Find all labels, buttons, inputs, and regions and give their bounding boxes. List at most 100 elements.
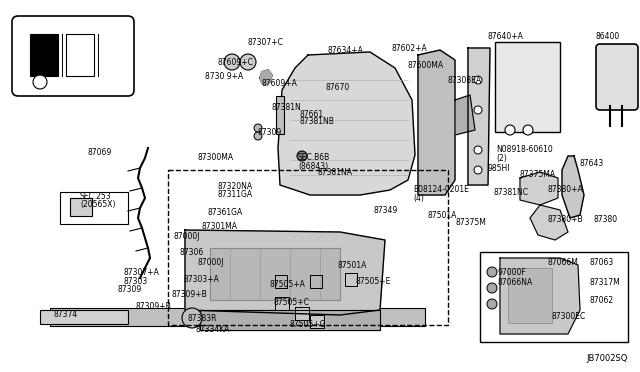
Circle shape (523, 125, 533, 135)
Polygon shape (530, 205, 568, 240)
Text: 87320NA: 87320NA (218, 182, 253, 191)
Text: 87317M: 87317M (590, 278, 621, 287)
Bar (495, 42, 560, 132)
Text: B08124-0201E: B08124-0201E (413, 185, 469, 194)
Text: 8730 9+A: 8730 9+A (205, 72, 243, 81)
Text: 87375MA: 87375MA (520, 170, 556, 179)
Text: 87505+G: 87505+G (290, 320, 326, 329)
Polygon shape (200, 310, 380, 330)
Text: 87309+B: 87309+B (136, 302, 172, 311)
Text: 87609+A: 87609+A (262, 79, 298, 88)
Text: 87300MA: 87300MA (198, 153, 234, 162)
Polygon shape (562, 156, 584, 218)
Text: 87380+A: 87380+A (548, 185, 584, 194)
FancyBboxPatch shape (12, 16, 134, 96)
Text: SEC.253: SEC.253 (80, 192, 111, 201)
Circle shape (297, 151, 307, 161)
Text: 87062: 87062 (590, 296, 614, 305)
Bar (60, 192, 128, 224)
Polygon shape (275, 275, 287, 288)
Text: 87311GA: 87311GA (218, 190, 253, 199)
Text: 87069: 87069 (88, 148, 112, 157)
Bar (508, 268, 552, 323)
Text: 87309: 87309 (118, 285, 142, 294)
Circle shape (474, 146, 482, 154)
Bar (70, 198, 92, 216)
Bar (276, 96, 284, 134)
Polygon shape (455, 95, 475, 135)
Text: SEC.B6B: SEC.B6B (298, 153, 330, 162)
Text: (4): (4) (413, 194, 424, 203)
Text: 87661: 87661 (300, 110, 324, 119)
Bar (210, 248, 340, 300)
Bar (40, 310, 128, 324)
Text: 985HI: 985HI (488, 164, 511, 173)
Text: 87375M: 87375M (456, 218, 487, 227)
Text: 87600MA: 87600MA (408, 61, 444, 70)
Circle shape (487, 267, 497, 277)
Text: 87501A: 87501A (428, 211, 458, 220)
Bar (480, 252, 628, 342)
Text: 97000F: 97000F (498, 268, 527, 277)
Polygon shape (310, 315, 324, 328)
Text: 87381NC: 87381NC (493, 188, 528, 197)
Polygon shape (275, 297, 289, 310)
Text: 87063: 87063 (590, 258, 614, 267)
Text: 87309+B: 87309+B (172, 290, 208, 299)
Text: 87303: 87303 (124, 277, 148, 286)
Text: 87308EA: 87308EA (448, 76, 482, 85)
Text: 87381NB: 87381NB (300, 117, 335, 126)
Text: (2): (2) (496, 154, 507, 163)
Text: 87000J: 87000J (198, 258, 225, 267)
Text: 87309: 87309 (258, 128, 282, 137)
FancyBboxPatch shape (596, 44, 638, 110)
Text: 87501A: 87501A (338, 261, 367, 270)
Text: 87609+C: 87609+C (218, 58, 254, 67)
Circle shape (240, 54, 256, 70)
Polygon shape (345, 273, 357, 286)
Text: JB7002SQ: JB7002SQ (586, 354, 627, 363)
Text: 87307+C: 87307+C (248, 38, 284, 47)
Text: 87300EC: 87300EC (552, 312, 586, 321)
Bar (50, 308, 425, 326)
Text: (20565X): (20565X) (80, 200, 115, 209)
Text: 87505+A: 87505+A (270, 280, 306, 289)
Text: 87381NA: 87381NA (318, 168, 353, 177)
Circle shape (474, 166, 482, 174)
Text: 86400: 86400 (596, 32, 620, 41)
Text: 87380: 87380 (594, 215, 618, 224)
Text: 87602+A: 87602+A (392, 44, 428, 53)
Polygon shape (295, 307, 309, 320)
Text: N08918-60610: N08918-60610 (496, 145, 553, 154)
Text: 87374: 87374 (53, 310, 77, 319)
Text: 87505+E: 87505+E (356, 277, 392, 286)
Text: 87380+B: 87380+B (548, 215, 584, 224)
Circle shape (505, 125, 515, 135)
Text: 87505+C: 87505+C (274, 298, 310, 307)
Polygon shape (500, 258, 580, 334)
Circle shape (33, 75, 47, 89)
Polygon shape (185, 230, 385, 315)
Text: 87643: 87643 (580, 159, 604, 168)
Polygon shape (260, 70, 272, 85)
Text: (86843): (86843) (298, 162, 328, 171)
Circle shape (182, 308, 202, 328)
Text: 87303+A: 87303+A (184, 275, 220, 284)
Circle shape (254, 124, 262, 132)
Circle shape (474, 76, 482, 84)
Text: 87301MA: 87301MA (202, 222, 238, 231)
Polygon shape (310, 275, 322, 288)
Text: 87000J: 87000J (173, 232, 200, 241)
Bar (168, 170, 448, 325)
Text: 87307+A: 87307+A (124, 268, 160, 277)
Polygon shape (278, 52, 415, 195)
Text: 87066M: 87066M (548, 258, 579, 267)
Text: 87349: 87349 (373, 206, 397, 215)
Text: 87334KA: 87334KA (196, 325, 230, 334)
Text: 87634+A: 87634+A (328, 46, 364, 55)
Text: 87640+A: 87640+A (488, 32, 524, 41)
Text: 87066NA: 87066NA (498, 278, 533, 287)
Text: 87306: 87306 (180, 248, 204, 257)
Text: 87670: 87670 (326, 83, 350, 92)
Polygon shape (418, 50, 455, 195)
